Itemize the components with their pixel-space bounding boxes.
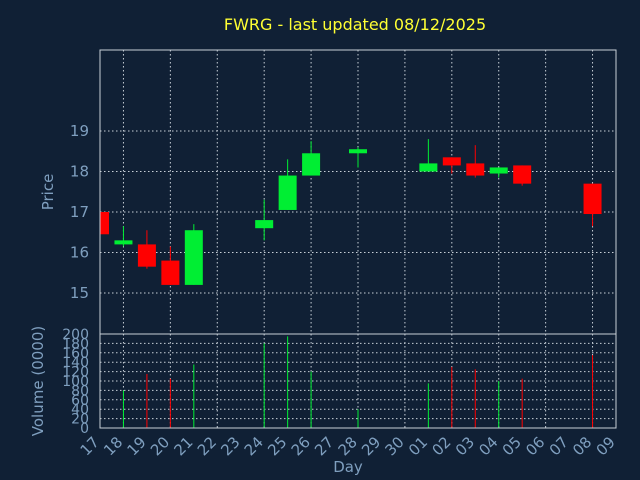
candle-body: [442, 157, 461, 166]
x-tick-label: 08: [569, 433, 595, 459]
x-tick-label: 25: [264, 433, 290, 459]
candle-body: [100, 212, 109, 235]
candle-body: [255, 220, 274, 229]
x-tick-label: 01: [405, 433, 431, 459]
x-tick-label: 05: [499, 433, 525, 459]
x-tick-label: 07: [546, 433, 572, 459]
price-axis-label: Price: [39, 174, 57, 211]
candle-body: [466, 163, 485, 176]
x-tick-label: 24: [241, 433, 267, 459]
candle-body: [419, 163, 438, 172]
volume-bars: [122, 336, 594, 428]
volume-tick-label: 200: [62, 327, 89, 343]
x-tick-label: 23: [217, 433, 243, 459]
candle-body: [583, 183, 602, 215]
price-tick-label: 18: [70, 163, 89, 181]
candle-body: [349, 149, 367, 154]
x-tick-label: 18: [100, 433, 126, 459]
x-tick-label: 19: [124, 433, 150, 459]
x-tick-label: 21: [170, 433, 196, 459]
candle-body: [489, 167, 508, 174]
volume-tick-label: 0: [80, 421, 89, 437]
x-tick-label: 29: [358, 433, 384, 459]
candle-body: [114, 240, 133, 245]
volume-tick-label: 140: [62, 355, 89, 371]
candle-body: [513, 165, 532, 184]
x-tick-label: 22: [194, 433, 220, 459]
volume-tick-label: 160: [62, 346, 89, 362]
x-tick-label: 04: [475, 433, 501, 459]
x-tick-label: 09: [593, 433, 619, 459]
volume-tick-label: 120: [62, 365, 89, 381]
x-tick-label: 28: [335, 433, 361, 459]
price-panel-grid: [100, 50, 616, 334]
price-y-ticks: 15 16 17 18 19: [70, 122, 89, 302]
price-tick-label: 17: [70, 203, 89, 221]
candle-body: [161, 260, 180, 285]
price-tick-label: 16: [70, 244, 89, 262]
volume-tick-label: 20: [71, 412, 89, 428]
x-axis-ticks: 1718192021222324252627282930010203040506…: [77, 433, 619, 459]
x-tick-label: 02: [428, 433, 454, 459]
x-tick-label: 27: [311, 433, 337, 459]
chart-title: FWRG - last updated 08/12/2025: [224, 15, 486, 34]
price-tick-label: 19: [70, 122, 89, 140]
volume-tick-label: 60: [71, 393, 89, 409]
x-axis-label: Day: [333, 458, 363, 476]
candle-body: [302, 153, 321, 176]
candle-body: [184, 230, 203, 285]
x-tick-label: 26: [288, 433, 314, 459]
price-tick-label: 15: [70, 284, 89, 302]
candle-body: [137, 244, 156, 267]
x-tick-label: 17: [77, 433, 103, 459]
volume-tick-label: 40: [71, 402, 89, 418]
volume-axis-label: Volume (0000): [29, 326, 47, 436]
volume-panel-frame: [99, 333, 617, 429]
x-tick-label: 20: [147, 433, 173, 459]
candle-body: [278, 175, 297, 210]
x-tick-label: 03: [452, 433, 478, 459]
x-tick-label: 30: [382, 433, 408, 459]
volume-tick-label: 180: [62, 336, 89, 352]
volume-tick-label: 80: [71, 383, 89, 399]
x-tick-label: 06: [522, 433, 548, 459]
volume-tick-label: 100: [62, 374, 89, 390]
price-candles: [100, 139, 602, 285]
